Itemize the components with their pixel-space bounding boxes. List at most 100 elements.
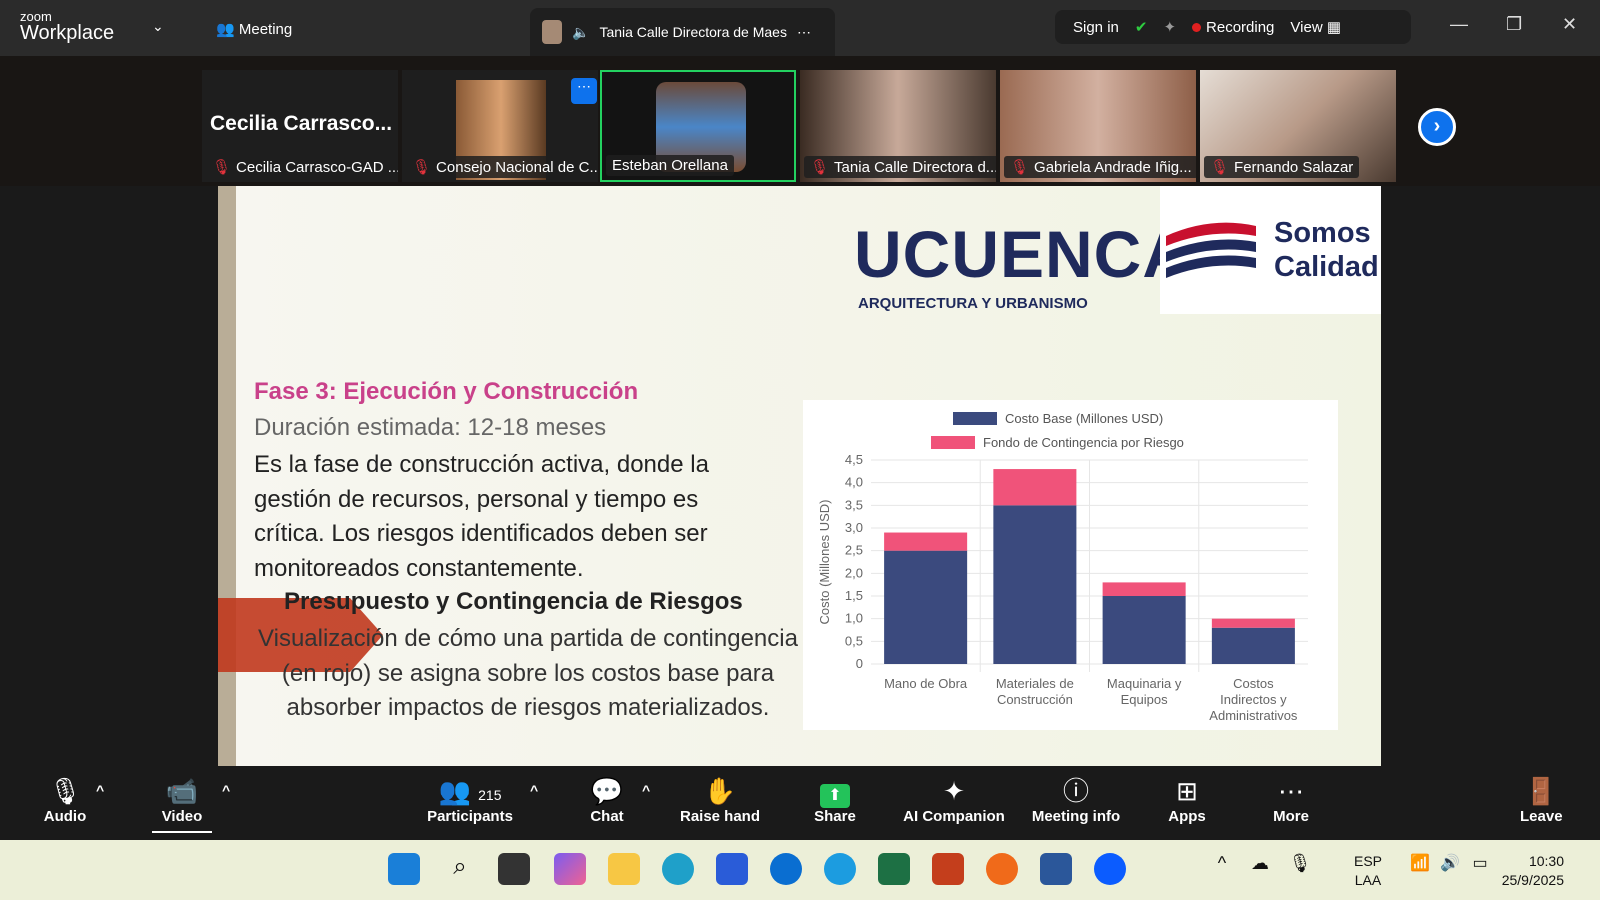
calidad-text: Calidad [1274, 251, 1379, 283]
battery-icon[interactable]: ▭ [1472, 855, 1488, 872]
windows-taskbar: ⌕ ^ ☁ 🎙 ESP LAA 📶 🔊 ▭ 10:30 25/9/2025 [0, 840, 1600, 900]
store-icon[interactable] [716, 853, 748, 885]
clock[interactable]: 10:30 25/9/2025 [1502, 852, 1564, 890]
leave-label: Leave [1520, 808, 1563, 825]
zoom-logo: zoom Workplace [20, 10, 114, 43]
y-tick-label: 2,0 [845, 565, 863, 580]
slide-body: Es la fase de construcción activa, donde… [254, 451, 709, 582]
legend-label: Costo Base (Millones USD) [1005, 411, 1163, 426]
chevron-down-icon[interactable]: ⌄ [152, 18, 164, 34]
x-tick-label: Materiales de [996, 676, 1074, 691]
word-icon[interactable] [1040, 853, 1072, 885]
volume-icon[interactable]: 🔊 [1440, 855, 1460, 872]
stacked-bar-chart: Costo Base (Millones USD) Fondo de Contin… [817, 411, 1308, 723]
participant-name: Gabriela Andrade Iñig... [1034, 159, 1192, 176]
more-label: More [1273, 808, 1309, 825]
leave-button[interactable]: 🚪 Leave [1520, 774, 1563, 825]
participant-tile[interactable]: 🎙 Gabriela Andrade Iñig... [1000, 70, 1196, 182]
audio-options-chevron[interactable]: ^ [96, 782, 105, 798]
legend-swatch [953, 412, 997, 425]
lang-code: ESP [1354, 853, 1383, 869]
more-icon[interactable]: ⋯ [796, 23, 811, 40]
excel-icon[interactable] [878, 853, 910, 885]
participant-tile[interactable]: 🎙 Fernando Salazar [1200, 70, 1396, 182]
hp-icon[interactable] [770, 853, 802, 885]
edge-icon[interactable] [662, 853, 694, 885]
video-options-chevron[interactable]: ^ [222, 782, 231, 798]
tile-options-button[interactable]: ⋯ [571, 78, 597, 104]
y-tick-label: 3,5 [845, 497, 863, 512]
bar-segment [1211, 627, 1295, 664]
video-button[interactable]: 📹 Video [152, 774, 212, 833]
logo-small: zoom [20, 9, 52, 24]
participants-button[interactable]: 👥 215 Participants [420, 774, 520, 825]
language-indicator[interactable]: ESP LAA [1354, 852, 1382, 890]
more-button[interactable]: ⋯ More [1270, 774, 1312, 825]
task-view-icon[interactable] [498, 853, 530, 885]
participant-name: Cecilia Carrasco-GAD ... [236, 159, 398, 176]
participant-tile[interactable]: 🎙 Tania Calle Directora d... [800, 70, 996, 182]
raise-hand-button[interactable]: ✋ Raise hand [675, 774, 765, 825]
participant-tile-active[interactable]: Esteban Orellana [600, 70, 796, 182]
sign-in-button[interactable]: Sign in [1073, 18, 1119, 36]
ai-companion-button[interactable]: ✦ AI Companion [902, 774, 1006, 825]
minimize-icon[interactable]: — [1450, 14, 1468, 34]
legend-label: Fondo de Contingencia por Riesgo [983, 435, 1184, 450]
next-page-button[interactable]: › [1418, 108, 1456, 146]
share-icon: ⬆ [810, 774, 860, 808]
apps-button[interactable]: ⊞ Apps [1166, 774, 1208, 825]
participant-tile[interactable]: Cecilia Carrasco... 🎙 Cecilia Carrasco-GAD… [202, 70, 398, 182]
zoom-app-icon[interactable] [1094, 853, 1126, 885]
y-tick-label: 4,0 [845, 475, 863, 490]
somos-calidad-logo: Somos Calidad [1160, 186, 1381, 314]
file-explorer-icon[interactable] [608, 853, 640, 885]
top-controls: Sign in ✔ ✦ Recording View ▦ [1055, 10, 1411, 44]
chevron-up-icon[interactable]: ^ [1217, 853, 1227, 873]
shield-icon[interactable]: ✔ [1134, 19, 1148, 36]
participant-tile[interactable]: 🎙 Consejo Nacional de C... [402, 70, 598, 182]
chat-options-chevron[interactable]: ^ [642, 782, 651, 798]
start-icon[interactable] [388, 853, 420, 885]
mic-muted-icon: 🎙 [48, 776, 82, 806]
view-button[interactable]: View ▦ [1290, 18, 1341, 36]
powerpoint-icon[interactable] [932, 853, 964, 885]
speaker-name: Tania Calle Directora de Maes [599, 24, 787, 40]
recording-indicator[interactable]: Recording [1192, 19, 1274, 36]
grid-icon: ▦ [1326, 19, 1342, 36]
copilot-icon[interactable] [554, 853, 586, 885]
chart-container: Costo Base (Millones USD) Fondo de Contin… [803, 400, 1338, 730]
sparkle-icon[interactable]: ✦ [1163, 19, 1177, 36]
meeting-info-button[interactable]: ⓘ Meeting info [1028, 774, 1124, 825]
x-tick-label: Mano de Obra [884, 676, 968, 691]
active-speaker[interactable]: 🔈 Tania Calle Directora de Maes ⋯ [530, 8, 835, 56]
y-axis-label: Costo (Millones USD) [817, 500, 832, 625]
firefox-icon[interactable] [986, 853, 1018, 885]
onedrive-icon[interactable]: ☁ [1251, 853, 1269, 873]
participants-options-chevron[interactable]: ^ [530, 782, 539, 798]
apps-label: Apps [1168, 808, 1206, 825]
video-label: Video [161, 808, 203, 825]
bar-segment [884, 532, 968, 551]
restore-icon[interactable]: ❐ [1506, 14, 1523, 34]
wifi-icon[interactable]: 📶 [1410, 855, 1430, 872]
record-dot-icon [1192, 22, 1202, 32]
meeting-toolbar: 🎙 Audio ^ 📹 Video ^ 👥 215 Participants ^ 💬 C… [0, 768, 1600, 840]
chat-button[interactable]: 💬 Chat [585, 774, 629, 825]
search-icon[interactable]: ⌕ [453, 853, 467, 880]
close-icon[interactable]: ✕ [1562, 14, 1578, 34]
x-tick-label: Maquinaria y [1107, 676, 1182, 691]
audio-label: Audio [43, 808, 87, 825]
meeting-menu[interactable]: 👥 Meeting [216, 20, 292, 38]
mic-icon[interactable]: 🎙 [1288, 853, 1312, 873]
flag-icon [1166, 222, 1256, 278]
brand-logo: UCUENCA [854, 217, 1191, 291]
people-icon: 👥 [216, 21, 239, 38]
help-icon[interactable] [824, 853, 856, 885]
participant-name: Esteban Orellana [612, 157, 728, 174]
y-tick-label: 3,0 [845, 520, 863, 535]
audio-button[interactable]: 🎙 Audio [40, 774, 90, 825]
view-label: View [1290, 19, 1323, 36]
share-button[interactable]: ⬆ Share [810, 774, 860, 825]
raise-hand-label: Raise hand [679, 808, 761, 825]
section-heading: Presupuesto y Contingencia de Riesgos [284, 588, 743, 615]
